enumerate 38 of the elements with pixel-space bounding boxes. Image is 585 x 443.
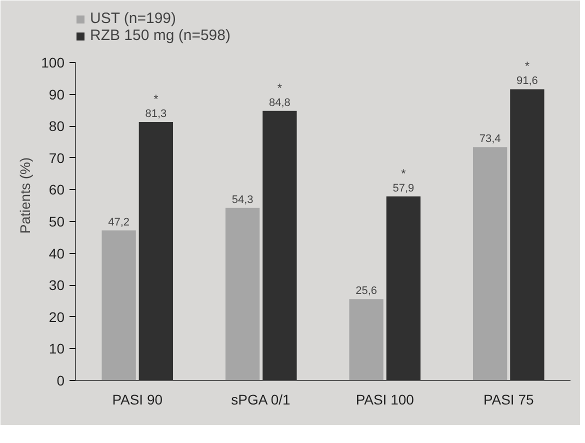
bar [225, 208, 260, 380]
x-tick-label: PASI 90 [112, 392, 163, 408]
bar [510, 89, 544, 380]
bar [102, 230, 136, 380]
x-tick-label: PASI 75 [483, 392, 534, 408]
data-label: 47,2 [108, 216, 130, 228]
y-tick-label: 100 [41, 54, 65, 70]
y-tick-label: 30 [48, 277, 65, 294]
y-tick-label: 40 [48, 245, 65, 262]
y-tick-label: 90 [48, 86, 65, 102]
bar [262, 110, 297, 380]
bar [138, 122, 174, 380]
data-label: 57,9 [392, 182, 414, 194]
data-label: 84,8 [268, 96, 290, 109]
bar [472, 147, 508, 380]
data-label: 91,6 [516, 75, 538, 88]
annotation: * [154, 92, 159, 106]
bar [386, 196, 421, 380]
y-tick-label: 50 [48, 214, 65, 230]
data-label: 73,4 [479, 133, 501, 146]
legend-label: RZB 150 mg (n=598) [90, 27, 230, 44]
data-label: 25,6 [356, 285, 378, 298]
annotation: * [277, 80, 282, 95]
annotation: * [401, 166, 406, 180]
bar [349, 299, 384, 380]
legend-label: UST (n=199) [90, 10, 176, 27]
data-label: 54,3 [232, 194, 254, 206]
y-tick-label: 0 [56, 372, 65, 388]
y-tick-label: 70 [48, 150, 65, 166]
y-tick-label: 60 [48, 182, 65, 198]
y-tick-label: 20 [48, 308, 65, 325]
annotation: * [524, 59, 530, 74]
y-axis-title: Patients (%) [17, 157, 34, 234]
y-tick-label: 80 [48, 118, 65, 134]
data-label: 81,3 [145, 108, 167, 120]
x-tick-label: sPGA 0/1 [231, 392, 291, 408]
y-tick-label: 10 [48, 340, 65, 357]
x-tick-label: PASI 100 [356, 392, 414, 408]
